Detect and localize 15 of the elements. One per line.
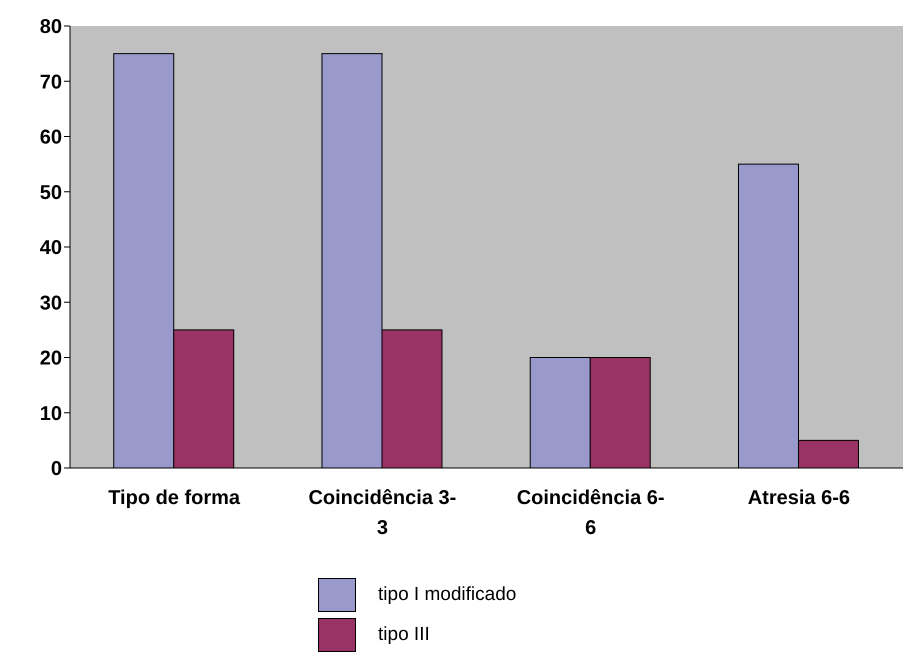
x-tick-label: Coincidência 6-6 bbox=[516, 487, 665, 539]
y-tick-label: 70 bbox=[40, 71, 62, 94]
y-tick-label: 30 bbox=[40, 292, 62, 314]
x-tick-label: Coincidência 3-3 bbox=[308, 487, 456, 539]
y-tick-label: 20 bbox=[40, 348, 62, 370]
y-tick-label: 0 bbox=[50, 458, 62, 480]
y-tick-label: 40 bbox=[40, 237, 62, 260]
y-tick-label: 60 bbox=[40, 126, 62, 149]
y-tick-label: 80 bbox=[40, 16, 62, 38]
y-tick-label: 10 bbox=[40, 402, 62, 425]
x-tick-label: Atresia 6-6 bbox=[748, 487, 850, 509]
x-tick-label: Tipo de forma bbox=[108, 487, 241, 509]
legend-label: tipo I modificado bbox=[378, 584, 516, 606]
y-tick-label: 50 bbox=[40, 182, 62, 204]
legend-label: tipo III bbox=[378, 624, 430, 646]
